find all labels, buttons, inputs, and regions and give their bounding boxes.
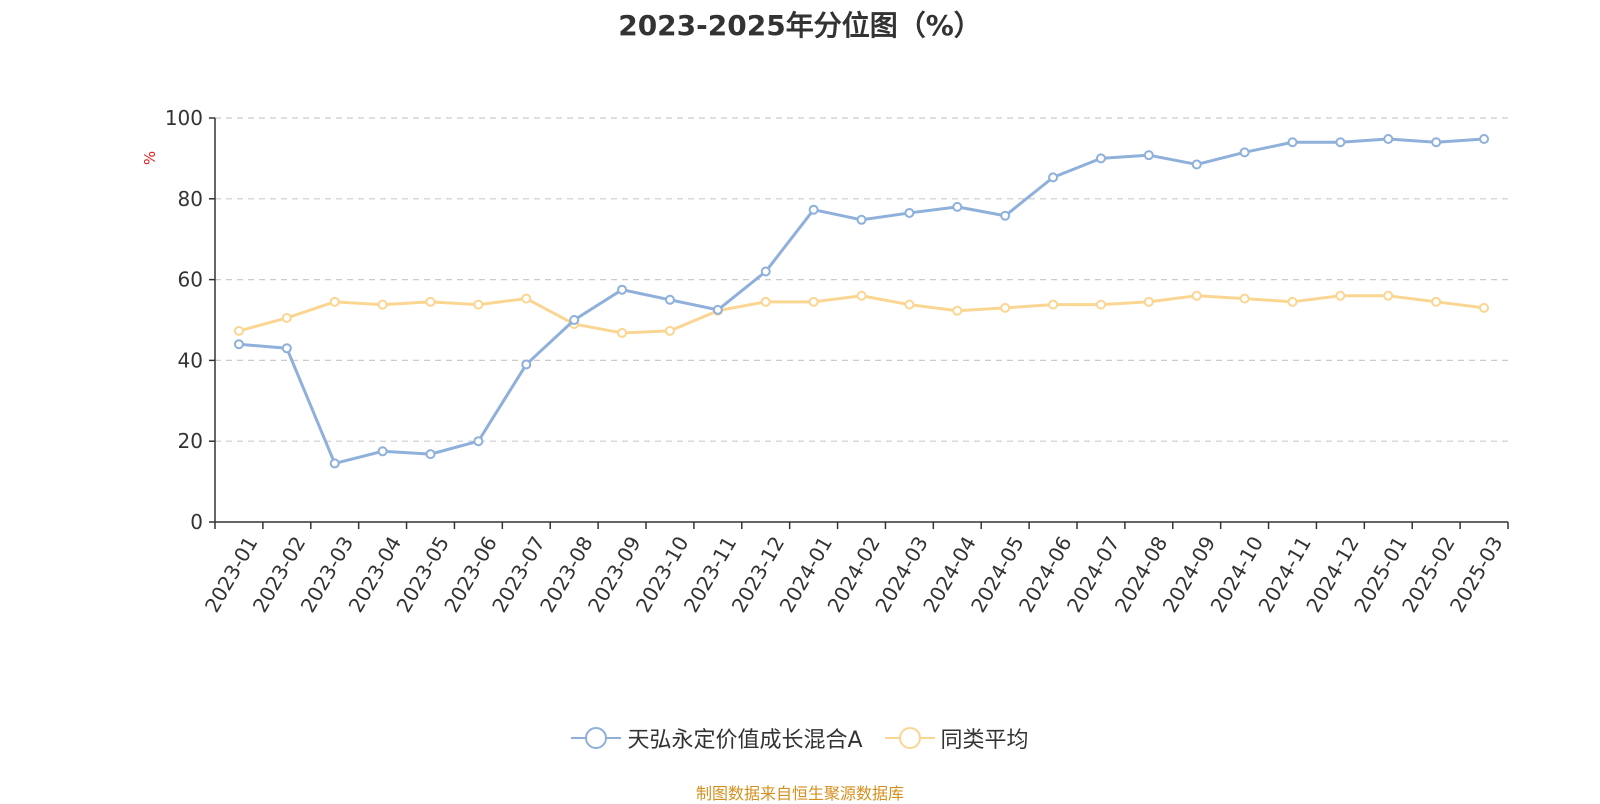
data-point (1143, 150, 1154, 161)
data-point (1383, 290, 1394, 301)
data-point (952, 305, 963, 316)
data-point (664, 325, 675, 336)
axes: 0204060801002023-012023-022023-032023-04… (165, 106, 1509, 616)
y-tick-label: 20 (178, 429, 203, 453)
series-lines (233, 134, 1490, 469)
data-point (1048, 172, 1059, 183)
chart-title: 2023-2025年分位图（%） (618, 9, 982, 42)
y-tick-label: 40 (178, 348, 203, 372)
y-tick-label: 0 (190, 510, 203, 534)
data-point (521, 359, 532, 370)
data-point (904, 299, 915, 310)
data-point (1095, 153, 1106, 164)
data-point (521, 293, 532, 304)
data-point (1048, 299, 1059, 310)
data-point (1239, 147, 1250, 158)
data-point (1095, 299, 1106, 310)
data-point (808, 296, 819, 307)
data-point (329, 296, 340, 307)
data-point (856, 290, 867, 301)
data-point (233, 339, 244, 350)
data-point (856, 214, 867, 225)
data-point (760, 266, 771, 277)
data-point (1479, 134, 1490, 145)
data-point (425, 449, 436, 460)
legend-item-average[interactable]: 同类平均 (884, 722, 1029, 754)
data-point (1191, 159, 1202, 170)
data-point (664, 294, 675, 305)
data-point (808, 204, 819, 215)
legend-label-average: 同类平均 (940, 728, 1029, 753)
data-point (617, 327, 628, 338)
data-point (233, 325, 244, 336)
data-point (904, 207, 915, 218)
y-tick-label: 100 (165, 106, 203, 130)
legend-label-fund: 天弘永定价值成长混合A (627, 728, 863, 753)
data-point (760, 296, 771, 307)
legend-item-fund[interactable]: 天弘永定价值成长混合A (571, 722, 863, 754)
data-point (425, 296, 436, 307)
y-tick-label: 60 (178, 268, 203, 292)
data-point (377, 446, 388, 457)
data-point (617, 284, 628, 295)
data-point (1431, 296, 1442, 307)
data-point (473, 299, 484, 310)
data-point (1383, 134, 1394, 145)
legend: 天弘永定价值成长混合A 同类平均 (0, 722, 1600, 754)
data-point (1000, 302, 1011, 313)
data-point (1143, 296, 1154, 307)
data-point (952, 201, 963, 212)
data-point (377, 299, 388, 310)
data-point (1479, 302, 1490, 313)
data-point (1287, 296, 1298, 307)
data-point (1191, 290, 1202, 301)
data-point (329, 458, 340, 469)
y-tick-label: 80 (178, 187, 203, 211)
data-point (281, 312, 292, 323)
data-point (473, 436, 484, 447)
y-axis-label: % (141, 151, 159, 165)
data-point (1431, 137, 1442, 148)
source-note: 制图数据来自恒生聚源数据库 (695, 784, 904, 803)
data-point (1335, 137, 1346, 148)
data-point (569, 315, 580, 325)
data-point (1000, 210, 1011, 221)
data-point (712, 304, 723, 315)
gridlines (215, 117, 1508, 442)
data-point (1335, 290, 1346, 301)
data-point (281, 343, 292, 354)
legend-circle-icon (571, 727, 622, 749)
legend-circle-icon (884, 727, 935, 749)
line-chart: 0204060801002023-012023-022023-032023-04… (141, 106, 1509, 616)
data-point (1287, 137, 1298, 148)
data-point (1239, 293, 1250, 304)
